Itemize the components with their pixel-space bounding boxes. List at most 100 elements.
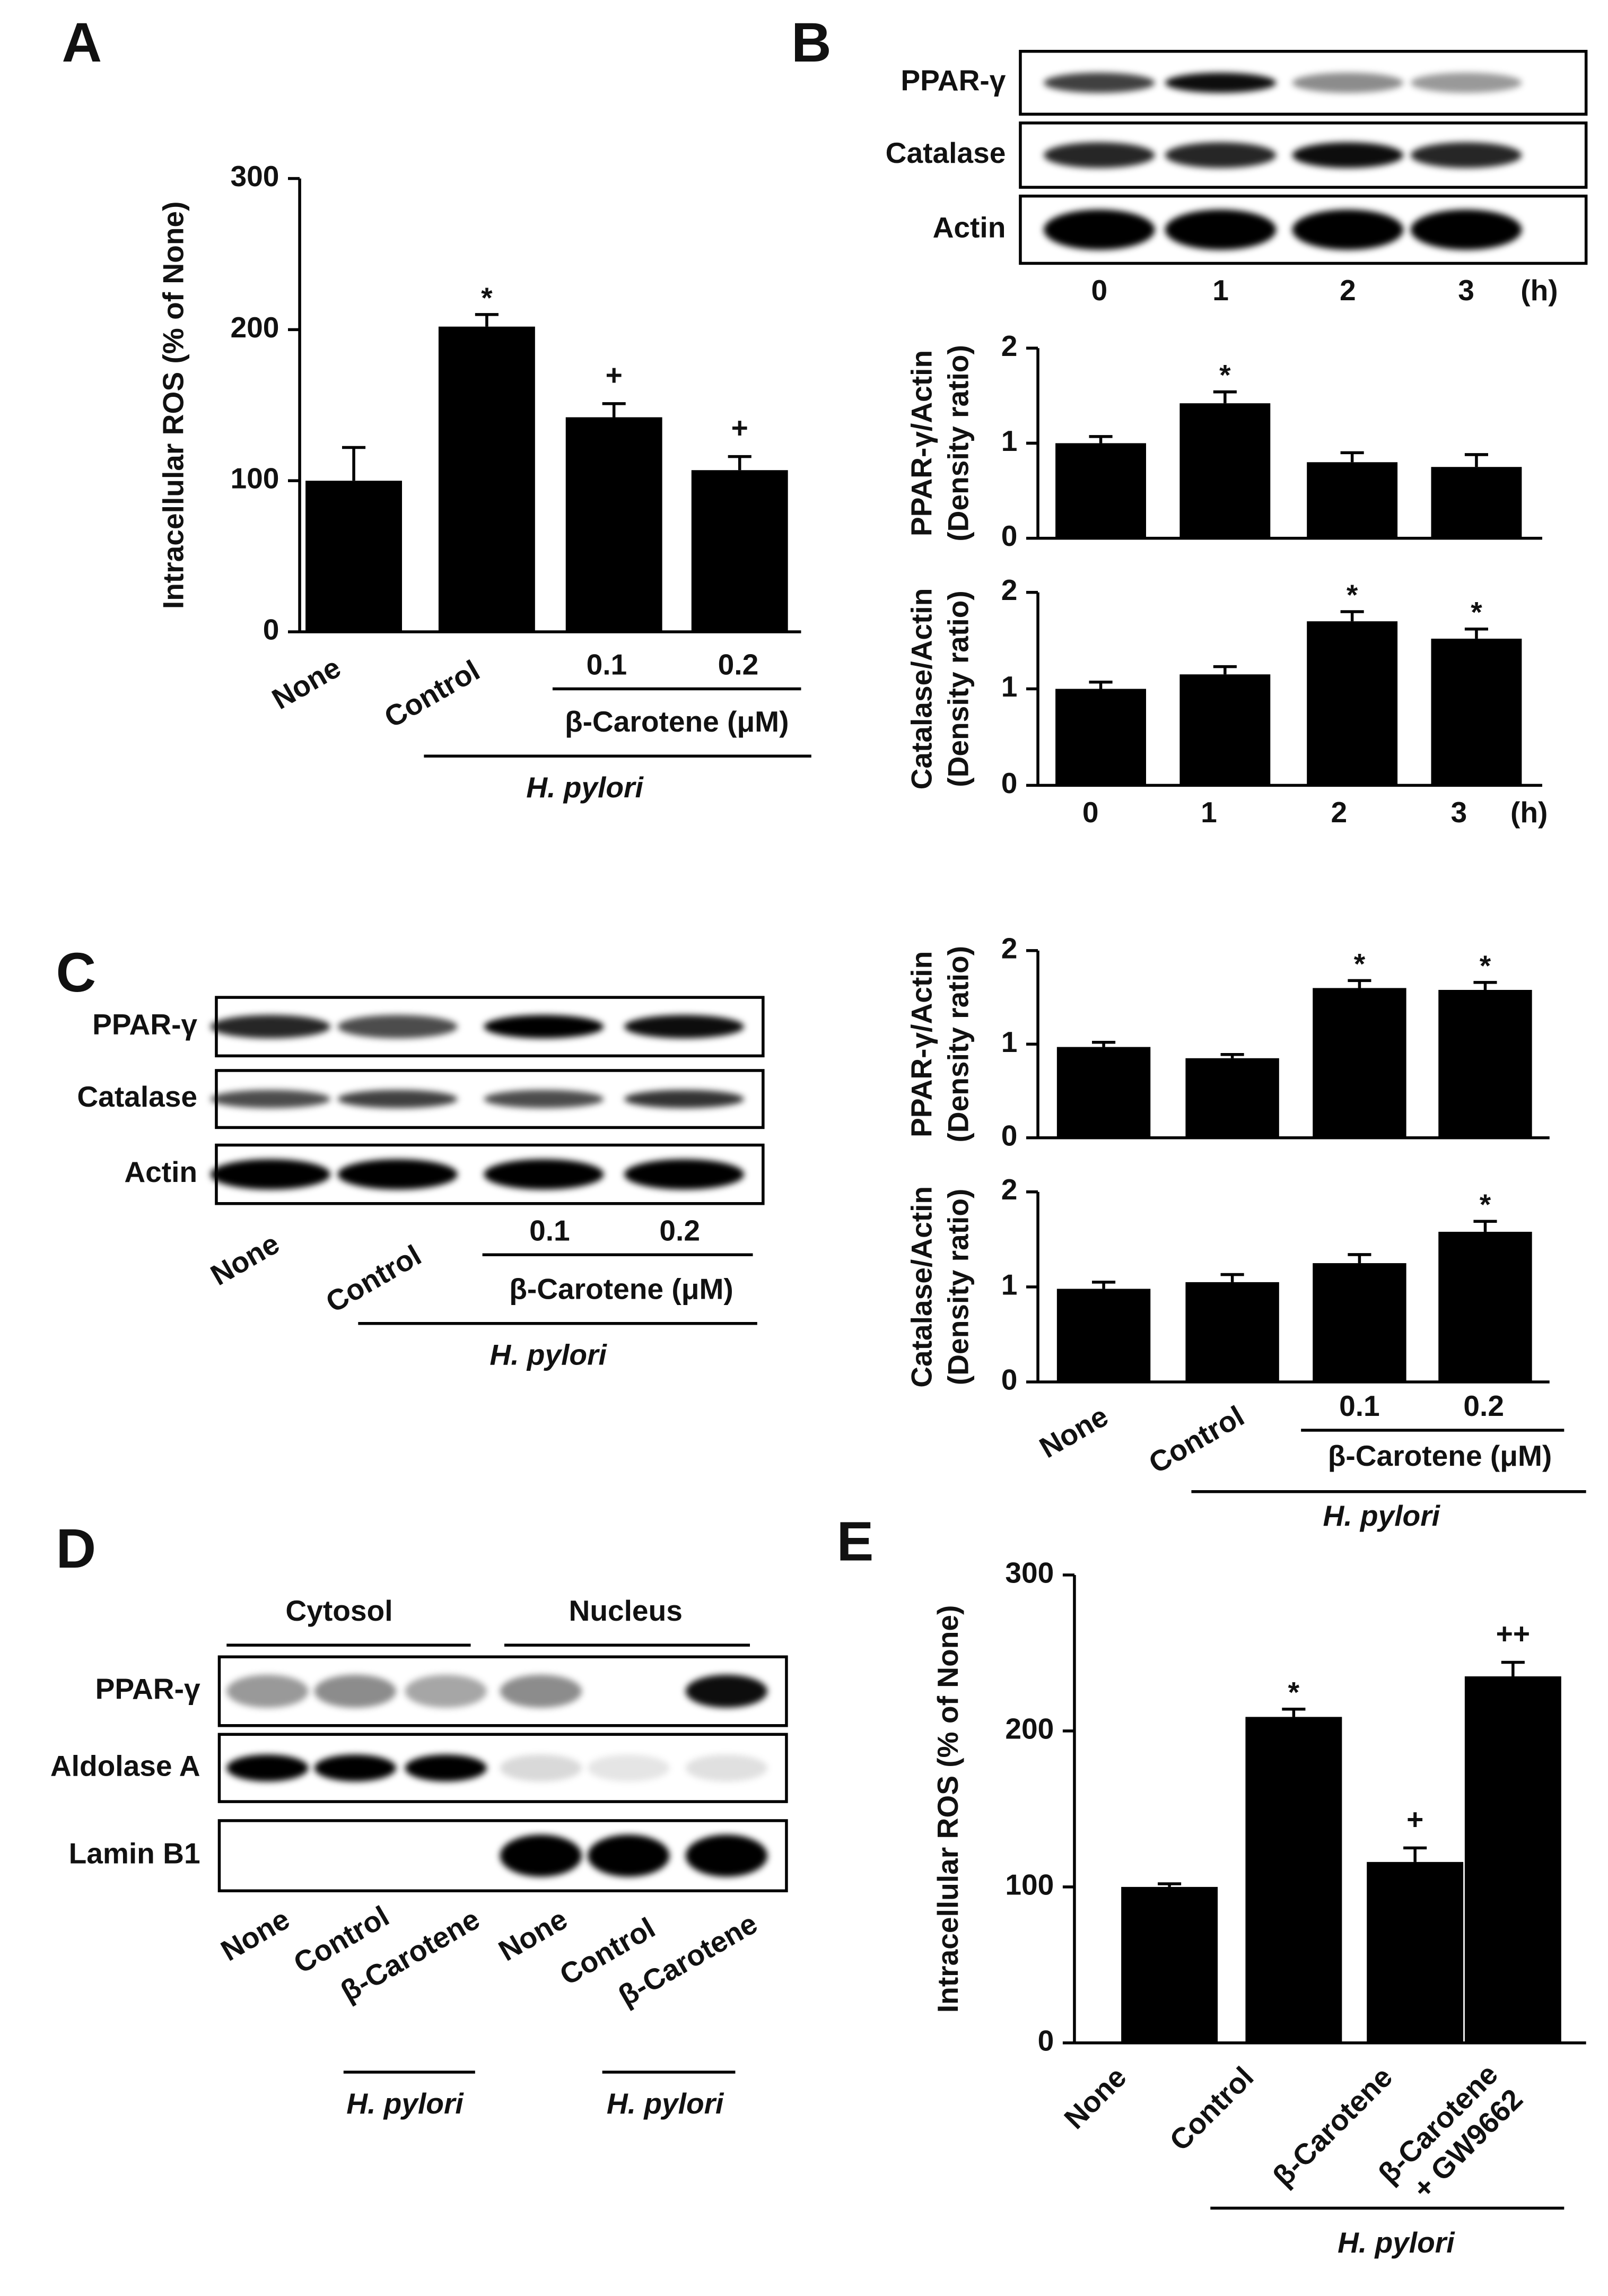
lane-label: 2 [1340, 274, 1356, 307]
x-tick-label: None [266, 650, 346, 716]
blot-row-label: Lamin B1 [69, 1837, 200, 1870]
y-tick-label: 0 [1001, 767, 1018, 799]
y-axis-label: (Density ratio) [941, 1189, 974, 1386]
bar [305, 481, 402, 632]
y-tick-label: 200 [231, 311, 279, 344]
x-tick-label: 0.1 [1339, 1389, 1380, 1422]
bar [1438, 989, 1532, 1138]
blot-row-label: PPAR-γ [92, 1008, 197, 1041]
blot-band [1410, 73, 1522, 93]
blot-band [210, 1015, 330, 1039]
blot-band [1165, 142, 1277, 168]
panel-label: D [56, 1518, 97, 1580]
blot-band [337, 1015, 458, 1039]
x-tick-label: 1 [1201, 796, 1217, 829]
significance-mark: * [1288, 1676, 1300, 1709]
bar [1438, 1231, 1532, 1382]
blot-band [1292, 142, 1404, 168]
y-axis-label: (Density ratio) [941, 946, 974, 1143]
x-unit: (h) [1510, 796, 1548, 829]
blot-band [484, 1159, 604, 1190]
lane-label: None [493, 1902, 573, 1968]
blot-band [1165, 209, 1277, 250]
blot-band [337, 1090, 458, 1108]
significance-mark: * [481, 281, 493, 314]
group-label: β-Carotene (μM) [1328, 1439, 1552, 1472]
significance-mark: * [1354, 947, 1366, 980]
y-tick-label: 1 [1001, 1025, 1018, 1058]
blot-band [685, 1674, 768, 1708]
fraction-label: Nucleus [569, 1594, 683, 1627]
panel-label: E [837, 1510, 874, 1572]
y-tick-label: 0 [1038, 2024, 1054, 2057]
blot-band [314, 1754, 396, 1782]
y-axis-label: (Density ratio) [941, 590, 974, 787]
bar [1056, 1047, 1151, 1138]
bar [1307, 462, 1398, 538]
y-tick-label: 2 [1001, 329, 1018, 362]
y-tick-label: 0 [1001, 1363, 1018, 1396]
y-tick-label: 1 [1001, 424, 1018, 457]
y-tick-label: 2 [1001, 573, 1018, 606]
bar [1313, 988, 1406, 1138]
blot-band [484, 1015, 604, 1039]
lane-label: 0.2 [659, 1214, 700, 1247]
significance-mark: + [1406, 1803, 1423, 1836]
blot-band [500, 1834, 582, 1877]
group-label: H. pylori [607, 2087, 724, 2120]
group-label: β-Carotene (μM) [509, 1273, 733, 1306]
blot-band [1044, 73, 1155, 93]
bar [1185, 1058, 1279, 1138]
blot-band [624, 1015, 744, 1039]
significance-mark: * [1471, 596, 1482, 629]
blot-band [1292, 73, 1404, 93]
bar [1055, 443, 1146, 538]
blot-band [1410, 209, 1522, 250]
blot-band [1044, 142, 1155, 168]
x-tick-label: 0 [1082, 796, 1099, 829]
bar [1367, 1862, 1464, 2043]
x-tick-label: 0.2 [1463, 1389, 1504, 1422]
lane-label: Control [320, 1239, 427, 1319]
blot-band [1292, 209, 1404, 250]
significance-mark: + [606, 359, 623, 392]
blot-band [226, 1674, 309, 1708]
y-axis-label: Catalase/Actin [905, 1186, 938, 1388]
bar [691, 470, 788, 632]
lane-label: 0.1 [529, 1214, 570, 1247]
x-tick-label: Control [379, 654, 485, 734]
y-tick-label: 300 [231, 160, 279, 193]
y-tick-label: 100 [1005, 1868, 1054, 1901]
blot-band [314, 1674, 396, 1708]
significance-mark: ++ [1496, 1617, 1530, 1650]
bar [1179, 403, 1271, 538]
bar [1464, 1676, 1561, 2043]
bar [1121, 1886, 1218, 2043]
y-tick-label: 2 [1001, 1173, 1018, 1206]
x-tick-label: None [1058, 2060, 1132, 2135]
y-axis-label: PPAR-γ/Actin [905, 350, 938, 536]
blot-row-label: Actin [933, 211, 1006, 244]
blot-band [685, 1834, 768, 1877]
panel-label: C [56, 942, 97, 1004]
y-axis-label: Intracellular ROS (% of None) [931, 1605, 964, 2013]
bar [565, 417, 662, 632]
blot-row-label: Actin [124, 1155, 197, 1188]
x-tick-label: 0.1 [587, 648, 627, 681]
bar [1431, 467, 1522, 538]
blot-band [226, 1754, 309, 1782]
blot-band [405, 1674, 487, 1708]
group-label: H. pylori [1338, 2226, 1455, 2259]
y-tick-label: 300 [1005, 1556, 1054, 1589]
blot-band [210, 1090, 330, 1108]
blot-band [337, 1159, 458, 1190]
blot-band [1410, 142, 1522, 168]
lane-label: 0 [1091, 274, 1107, 307]
lane-label: None [205, 1227, 285, 1292]
lane-label: None [215, 1902, 295, 1968]
y-tick-label: 0 [263, 613, 279, 646]
y-tick-label: 0 [1001, 519, 1018, 552]
blot-row-label: Catalase [886, 136, 1006, 169]
